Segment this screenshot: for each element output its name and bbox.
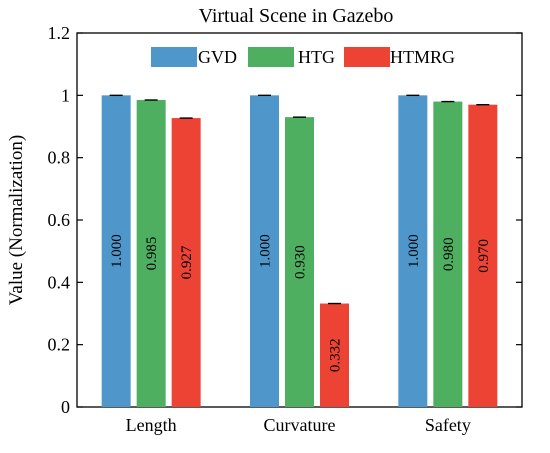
y-axis-label: Value (Normalization) — [6, 135, 27, 305]
data-label: 0.985 — [144, 237, 160, 271]
data-label: 1.000 — [109, 234, 125, 268]
bar-gvd — [101, 95, 131, 407]
bar-gvd — [398, 95, 428, 407]
x-tick-label: Curvature — [264, 415, 336, 435]
data-label: 0.927 — [179, 245, 195, 279]
legend-label-htmrg: HTMRG — [390, 47, 455, 67]
bar-htmrg — [468, 104, 498, 407]
y-tick-label: 0 — [61, 397, 70, 417]
y-tick-label: 1 — [61, 85, 70, 105]
x-tick-label: Safety — [425, 415, 471, 435]
y-tick-label: 0.2 — [48, 335, 71, 355]
y-tick-label: 0.4 — [48, 272, 71, 292]
chart-title: Virtual Scene in Gazebo — [199, 5, 394, 27]
data-label: 1.000 — [258, 234, 274, 268]
legend-swatch-htmrg — [344, 47, 390, 67]
y-tick-label: 1.2 — [48, 23, 71, 43]
bar-htg — [285, 117, 314, 408]
legend-label-htg: HTG — [298, 47, 335, 67]
data-label: 0.980 — [441, 237, 457, 271]
y-tick-label: 0.6 — [48, 210, 71, 230]
bar-htmrg — [171, 118, 201, 408]
bar-htg — [433, 101, 463, 408]
data-label: 0.970 — [476, 239, 492, 273]
bar-htg — [136, 100, 166, 407]
y-tick-label: 0.8 — [48, 148, 71, 168]
legend-swatch-gvd — [151, 47, 197, 67]
data-label: 1.000 — [406, 234, 422, 268]
bar-htmrg — [320, 303, 349, 407]
data-label: 0.930 — [293, 245, 309, 279]
legend-label-gvd: GVD — [198, 47, 237, 67]
legend-swatch-htg — [248, 47, 294, 67]
x-tick-label: Length — [126, 415, 177, 435]
data-label: 0.332 — [328, 338, 344, 372]
bar-gvd — [250, 95, 279, 407]
